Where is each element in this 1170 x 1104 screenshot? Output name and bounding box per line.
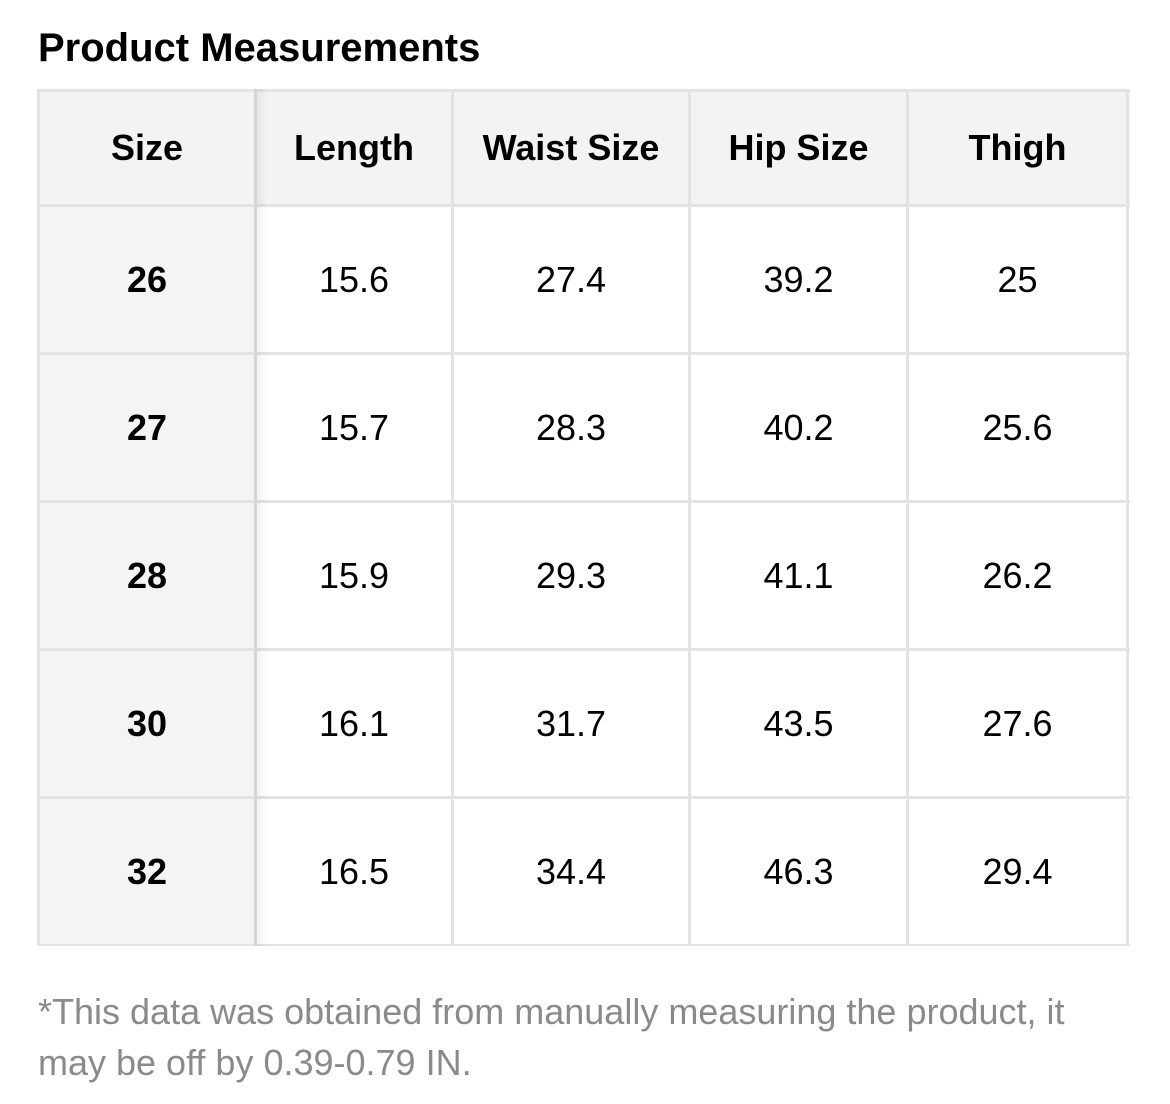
cell-length: 15.7	[254, 352, 454, 503]
measurements-table-container[interactable]: Size Length Waist Size Hip Size Thigh 26…	[37, 89, 1130, 946]
cell-overflow	[1126, 796, 1130, 946]
cell-length: 15.6	[254, 204, 454, 355]
cell-thigh: 29.4	[906, 796, 1129, 946]
cell-thigh: 25.6	[906, 352, 1129, 503]
table-header-row: Size Length Waist Size Hip Size Thigh	[37, 89, 1130, 207]
cell-overflow	[1126, 352, 1130, 503]
table-row: 28 15.9 29.3 41.1 26.2	[37, 500, 1130, 651]
cell-size: 26	[37, 204, 257, 355]
header-thigh: Thigh	[906, 89, 1129, 207]
cell-size: 32	[37, 796, 257, 946]
page-title: Product Measurements	[38, 26, 481, 70]
cell-length: 16.1	[254, 648, 454, 799]
cell-size: 30	[37, 648, 257, 799]
cell-hip-size: 41.1	[688, 500, 909, 651]
cell-waist-size: 28.3	[451, 352, 691, 503]
cell-length: 16.5	[254, 796, 454, 946]
cell-waist-size: 29.3	[451, 500, 691, 651]
cell-overflow	[1126, 204, 1130, 355]
table-row: 32 16.5 34.4 46.3 29.4	[37, 796, 1130, 946]
measurements-table: Size Length Waist Size Hip Size Thigh 26…	[37, 89, 1130, 946]
cell-thigh: 27.6	[906, 648, 1129, 799]
header-size: Size	[37, 89, 257, 207]
cell-hip-size: 40.2	[688, 352, 909, 503]
cell-overflow	[1126, 500, 1130, 651]
cell-waist-size: 34.4	[451, 796, 691, 946]
cell-hip-size: 46.3	[688, 796, 909, 946]
cell-length: 15.9	[254, 500, 454, 651]
cell-thigh: 25	[906, 204, 1129, 355]
header-waist-size: Waist Size	[451, 89, 691, 207]
table-row: 30 16.1 31.7 43.5 27.6	[37, 648, 1130, 799]
table-row: 27 15.7 28.3 40.2 25.6	[37, 352, 1130, 503]
header-length: Length	[254, 89, 454, 207]
cell-waist-size: 27.4	[451, 204, 691, 355]
measurement-disclaimer: *This data was obtained from manually me…	[38, 991, 1065, 1083]
cell-size: 28	[37, 500, 257, 651]
cell-thigh: 26.2	[906, 500, 1129, 651]
cell-hip-size: 43.5	[688, 648, 909, 799]
cell-size: 27	[37, 352, 257, 503]
cell-waist-size: 31.7	[451, 648, 691, 799]
cell-overflow	[1126, 648, 1130, 799]
cell-hip-size: 39.2	[688, 204, 909, 355]
header-overflow-column	[1126, 89, 1130, 207]
table-row: 26 15.6 27.4 39.2 25	[37, 204, 1130, 355]
header-hip-size: Hip Size	[688, 89, 909, 207]
